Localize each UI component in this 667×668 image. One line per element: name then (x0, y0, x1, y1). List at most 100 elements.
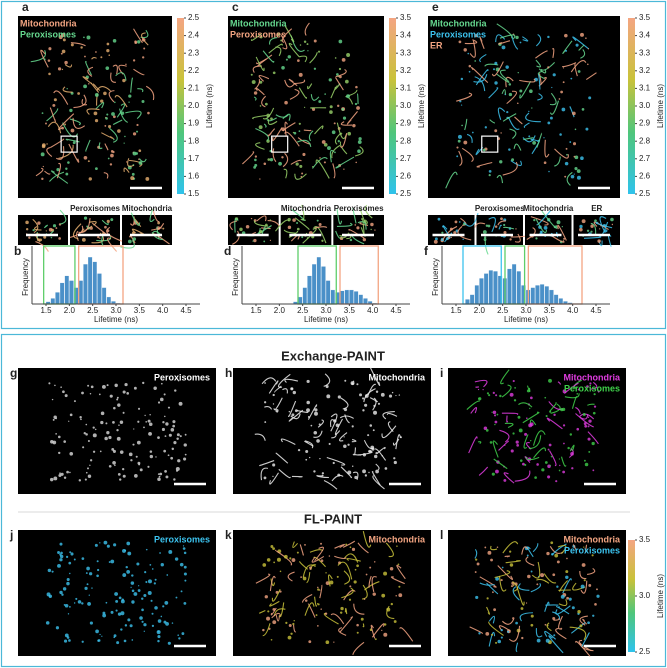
spot (149, 454, 154, 459)
spot (331, 130, 336, 135)
filament (372, 397, 377, 411)
spot (96, 574, 99, 578)
filament (284, 121, 288, 137)
spot (287, 635, 292, 640)
colorbar (628, 540, 635, 652)
spot (492, 391, 495, 394)
section-heading: FL-PAINT (304, 511, 362, 526)
filament (387, 421, 394, 433)
spot (515, 228, 517, 230)
spot (136, 562, 140, 566)
spot (138, 463, 141, 466)
spot (597, 239, 601, 243)
filament (566, 171, 573, 186)
filament (569, 444, 575, 452)
filament (468, 436, 478, 454)
spot (65, 172, 69, 176)
spot (87, 160, 90, 163)
spot (548, 219, 550, 221)
filament (464, 39, 478, 45)
filament (53, 90, 69, 105)
spot (499, 160, 503, 164)
filament (569, 626, 587, 641)
spot (355, 161, 357, 164)
spot (130, 176, 135, 181)
filament (112, 64, 118, 75)
colorbar (177, 18, 184, 194)
filament (351, 438, 357, 443)
filament (259, 609, 266, 614)
spot (132, 443, 135, 446)
spot (338, 39, 343, 44)
spot (122, 390, 126, 394)
spot (367, 434, 370, 437)
filament (64, 64, 73, 68)
spot (456, 146, 459, 149)
spot (94, 543, 98, 547)
filament (288, 409, 304, 422)
spot (509, 550, 512, 553)
filament (72, 223, 82, 240)
spot (155, 456, 157, 458)
spot (120, 599, 125, 604)
spot (134, 474, 138, 478)
spot (157, 401, 161, 404)
x-tick-label: 2.5 (497, 306, 509, 315)
spot (288, 623, 292, 627)
spot (112, 460, 116, 465)
spot (329, 580, 334, 585)
spot (88, 177, 92, 181)
spot (356, 383, 359, 386)
spot (60, 551, 63, 555)
spot (52, 103, 56, 107)
spot (559, 133, 562, 136)
spot (482, 148, 486, 152)
spot (329, 110, 333, 114)
spot (53, 98, 57, 102)
spot (95, 51, 97, 53)
filament (115, 72, 127, 81)
spot (571, 467, 574, 470)
spot (100, 411, 105, 416)
filament (288, 78, 298, 87)
spot (485, 224, 489, 227)
spot (171, 622, 174, 624)
spot (168, 433, 172, 437)
spot (308, 415, 310, 418)
spot (493, 68, 496, 71)
filament (553, 617, 560, 621)
spot (151, 624, 155, 628)
spot (556, 220, 561, 225)
spot (57, 551, 61, 554)
spot (581, 108, 585, 111)
spot (594, 603, 597, 606)
spot (157, 639, 160, 643)
filament (371, 623, 385, 638)
filament (494, 570, 511, 579)
spot (313, 431, 318, 435)
spot (89, 572, 93, 576)
spot (306, 408, 310, 413)
filament (496, 23, 513, 39)
spot (99, 542, 101, 544)
colorbar-tick-label: 3.3 (400, 48, 412, 57)
filament (234, 218, 239, 233)
spot (478, 397, 482, 401)
spot (336, 575, 339, 578)
filament (262, 623, 271, 637)
filament (256, 215, 267, 222)
filament (352, 207, 357, 224)
filament (282, 152, 289, 168)
spot (109, 163, 113, 166)
spot (587, 621, 590, 625)
filament (514, 470, 531, 482)
spot (254, 158, 257, 162)
filament (479, 582, 495, 586)
filament (512, 586, 520, 601)
roi-box (271, 135, 289, 153)
filament (101, 132, 114, 140)
spot (85, 433, 88, 436)
filament (112, 119, 123, 125)
spot (393, 457, 396, 460)
spot (567, 446, 570, 450)
